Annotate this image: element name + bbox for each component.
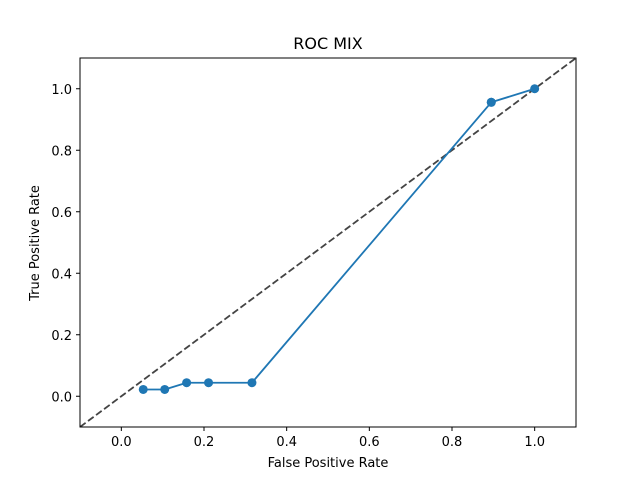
x-axis-label: False Positive Rate	[268, 456, 389, 471]
chart-title: ROC MIX	[293, 34, 362, 53]
roc-point	[160, 384, 170, 394]
y-tick-label: 0.8	[51, 144, 72, 159]
roc-point	[182, 378, 192, 388]
plot-area	[79, 57, 577, 428]
y-tick-label: 0.0	[51, 390, 72, 405]
roc-point	[530, 84, 540, 94]
axis-ticks: 0.0 0.2 0.4 0.6 0.8 1.0 0.0 0.2 0.4 0.6 0.8 1.0	[51, 83, 545, 450]
x-tick-label: 0.6	[359, 435, 380, 450]
y-tick-label: 0.2	[51, 329, 72, 344]
roc-point	[247, 378, 257, 388]
x-tick-label: 1.0	[524, 435, 545, 450]
plot-frame	[79, 57, 577, 428]
y-tick-label: 0.6	[51, 206, 72, 221]
roc-point	[486, 97, 496, 107]
y-tick-label: 0.4	[51, 267, 72, 282]
roc-point	[204, 378, 214, 388]
x-tick-label: 0.0	[111, 435, 132, 450]
x-tick-label: 0.4	[276, 435, 297, 450]
y-tick-label: 1.0	[51, 83, 72, 98]
reference-diagonal-line	[80, 58, 576, 427]
x-tick-label: 0.8	[442, 435, 463, 450]
roc-point	[138, 384, 148, 394]
x-tick-label: 0.2	[194, 435, 215, 450]
y-axis-label: True Positive Rate	[28, 185, 43, 302]
